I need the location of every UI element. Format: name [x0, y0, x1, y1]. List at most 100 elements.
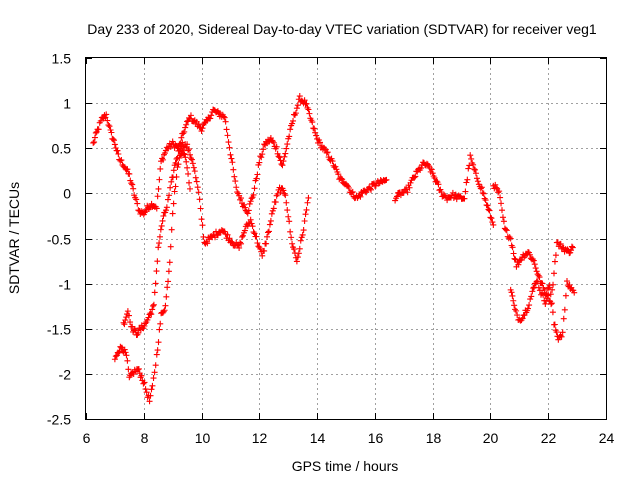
data-point	[542, 300, 549, 307]
data-point	[228, 155, 235, 162]
data-point	[184, 141, 191, 148]
data-point	[148, 386, 155, 393]
data-point	[200, 233, 207, 240]
data-point	[296, 245, 303, 252]
data-point	[207, 115, 214, 122]
data-point	[490, 221, 497, 228]
data-point	[284, 207, 291, 214]
data-point	[145, 314, 152, 321]
data-point	[250, 229, 257, 236]
data-point	[238, 240, 245, 247]
series-satellite-track-3	[120, 139, 312, 338]
data-point	[226, 144, 233, 151]
x-tick-label: 18	[426, 430, 442, 446]
data-point	[230, 166, 237, 173]
data-point	[199, 125, 206, 132]
data-point	[404, 189, 411, 196]
data-point	[498, 200, 505, 207]
data-point	[156, 233, 163, 240]
data-point	[198, 128, 205, 135]
data-point	[383, 176, 390, 183]
data-point	[130, 185, 137, 192]
axis-ticks: 6 8 10 12 14 16 18 20 22 24 -2.5 -2 -1.5 -1 -0.5 0 0.5 1 1…	[47, 51, 615, 447]
data-point	[193, 178, 200, 185]
series-satellite-track-1	[90, 93, 390, 218]
data-point	[431, 174, 438, 181]
data-point	[488, 215, 495, 222]
data-point	[547, 291, 554, 298]
data-point	[115, 151, 122, 158]
data-point	[195, 189, 202, 196]
data-point	[143, 389, 150, 396]
data-point	[485, 206, 492, 213]
data-point	[548, 301, 555, 308]
data-point	[368, 186, 375, 193]
data-point	[558, 333, 565, 340]
data-point	[463, 179, 470, 186]
data-point	[266, 221, 273, 228]
y-tick-label: 1.5	[52, 51, 72, 67]
data-point	[103, 111, 110, 118]
data-point	[514, 312, 521, 319]
data-point	[173, 155, 180, 162]
data-point	[155, 244, 162, 251]
data-point	[295, 250, 302, 257]
data-point	[526, 302, 533, 309]
data-point	[551, 321, 558, 328]
data-point	[140, 380, 147, 387]
data-point	[287, 126, 294, 133]
data-point	[180, 150, 187, 157]
data-point	[135, 207, 142, 214]
data-point	[110, 136, 117, 143]
data-point	[289, 120, 296, 127]
data-point	[233, 184, 240, 191]
data-point	[118, 157, 125, 164]
x-tick-label: 22	[541, 430, 557, 446]
x-tick-label: 10	[195, 430, 211, 446]
data-point	[246, 200, 253, 207]
data-point	[151, 289, 158, 296]
data-point	[468, 155, 475, 162]
data-point	[190, 164, 197, 171]
data-point	[224, 132, 231, 139]
data-point	[170, 200, 177, 207]
data-point	[197, 205, 204, 212]
data-point	[500, 218, 507, 225]
data-point	[164, 196, 171, 203]
series-satellite-track-2	[111, 147, 193, 405]
data-point	[159, 155, 166, 162]
data-point	[519, 315, 526, 322]
data-point	[511, 302, 518, 309]
data-point	[172, 159, 179, 166]
data-point	[157, 226, 164, 233]
data-point	[133, 196, 140, 203]
data-point	[539, 280, 546, 287]
data-point	[253, 233, 260, 240]
data-point	[551, 270, 557, 277]
y-tick-label: -2	[59, 367, 72, 383]
data-point	[535, 284, 542, 291]
data-point	[199, 222, 206, 229]
data-point	[564, 278, 570, 285]
data-point	[533, 268, 540, 275]
data-point	[287, 228, 294, 235]
data-point	[196, 124, 203, 131]
chart-title: Day 233 of 2020, Sidereal Day-to-day VTE…	[87, 21, 597, 37]
data-point	[124, 357, 131, 364]
data-point	[571, 289, 578, 296]
data-point	[160, 156, 167, 163]
data-point	[112, 353, 119, 360]
data-point	[265, 229, 271, 236]
data-point	[227, 151, 234, 158]
data-point	[156, 240, 163, 247]
data-point	[560, 315, 567, 322]
data-point	[438, 189, 445, 196]
data-point	[305, 106, 312, 113]
data-point	[335, 171, 342, 178]
data-point	[166, 259, 173, 266]
data-point	[555, 336, 562, 343]
data-point	[294, 102, 301, 109]
data-point	[123, 166, 130, 173]
data-point	[247, 198, 254, 205]
data-point	[465, 165, 472, 172]
